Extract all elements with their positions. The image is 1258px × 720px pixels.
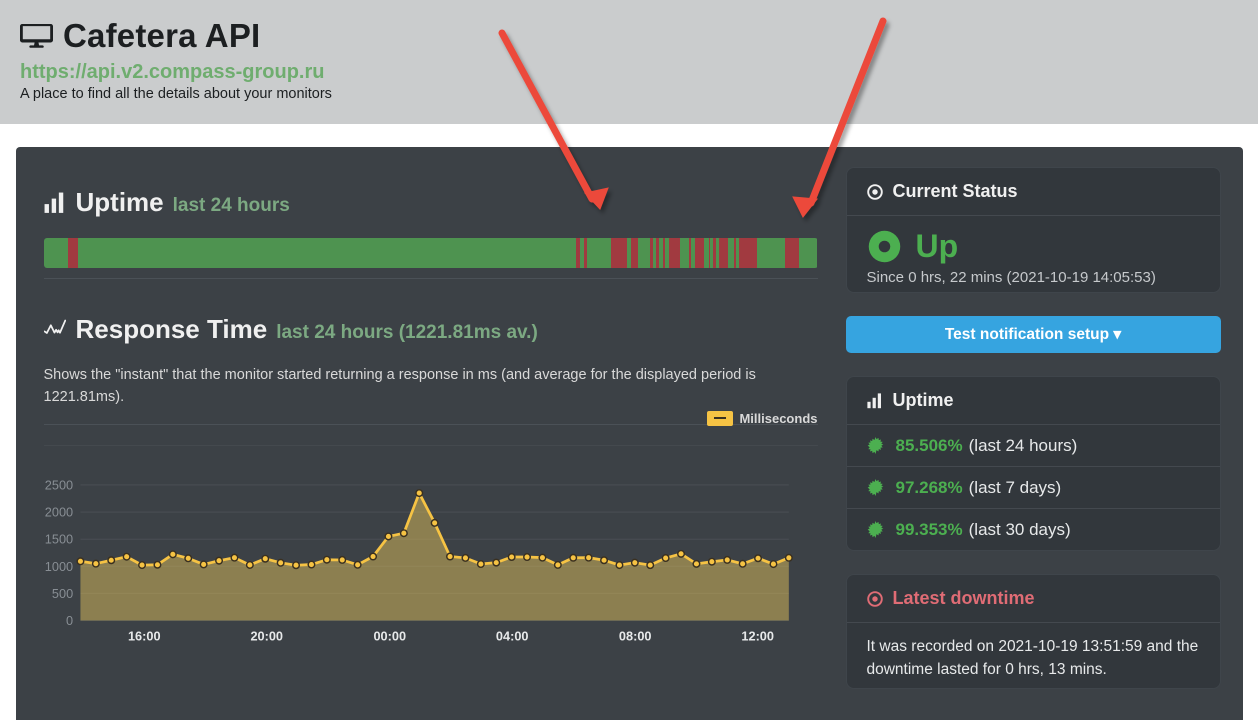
svg-text:0: 0 <box>66 613 73 628</box>
svg-text:04:00: 04:00 <box>495 628 528 643</box>
svg-text:1000: 1000 <box>44 558 72 573</box>
svg-text:16:00: 16:00 <box>127 628 160 643</box>
svg-text:12:00: 12:00 <box>741 628 774 643</box>
svg-text:2000: 2000 <box>44 504 72 519</box>
svg-text:20:00: 20:00 <box>250 628 283 643</box>
svg-text:2500: 2500 <box>44 477 72 492</box>
svg-text:500: 500 <box>51 585 72 600</box>
svg-text:1500: 1500 <box>44 531 72 546</box>
svg-text:00:00: 00:00 <box>373 628 406 643</box>
svg-text:08:00: 08:00 <box>618 628 651 643</box>
